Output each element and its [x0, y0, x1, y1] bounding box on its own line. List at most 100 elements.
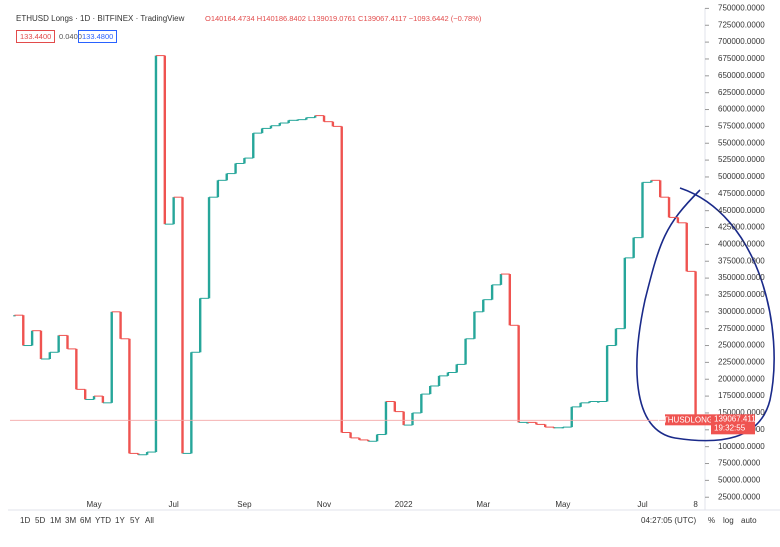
y-tick-label: 350000.0000 [718, 273, 765, 282]
y-tick-label: 400000.0000 [718, 239, 765, 248]
candle [588, 401, 591, 403]
candle [650, 180, 653, 183]
candle [428, 385, 432, 395]
range-button[interactable]: YTD [95, 516, 111, 525]
range-button[interactable]: 5Y [130, 516, 140, 525]
candle [367, 439, 370, 442]
symbol-tag [665, 414, 711, 426]
x-tick-label: Sep [237, 500, 252, 509]
candle [632, 237, 635, 258]
candle [393, 401, 397, 412]
range-button[interactable]: 1D [20, 516, 31, 525]
candle [331, 121, 335, 127]
candle [119, 311, 122, 339]
candle [490, 284, 494, 300]
candle [517, 325, 520, 423]
candle [163, 55, 167, 225]
range-button[interactable]: 6M [80, 516, 92, 525]
ohlc: O140164.4734 H140186.8402 L139019.0761 C… [205, 14, 482, 23]
candle [402, 411, 405, 426]
x-tick-label: 8 [693, 500, 698, 509]
y-tick-label: 50000.0000 [718, 475, 761, 484]
y-tick-label: 725000.0000 [718, 20, 765, 29]
range-button[interactable]: 1Y [115, 516, 125, 525]
candle [145, 452, 149, 455]
y-tick-label: 25000.0000 [718, 492, 761, 501]
y-tick-label: 375000.0000 [718, 256, 765, 265]
candle [278, 123, 282, 126]
candle [234, 163, 237, 174]
candle [305, 117, 308, 120]
candle [623, 257, 627, 329]
candle [101, 396, 105, 403]
candle [198, 298, 202, 353]
x-tick-label: May [86, 500, 101, 509]
y-tick-label: 500000.0000 [718, 172, 765, 181]
candle [384, 401, 388, 435]
y-tick-label: 625000.0000 [718, 88, 765, 97]
countdown-label: 19:32:55 [714, 423, 746, 432]
y-tick-label: 425000.0000 [718, 223, 765, 232]
candle [535, 422, 538, 425]
candle [22, 315, 25, 346]
y-tick-label: 150000.0000 [718, 408, 765, 417]
price-tag [711, 414, 755, 435]
candle [446, 372, 450, 376]
candle [313, 115, 317, 118]
y-tick-label: 225000.0000 [718, 357, 765, 366]
candle [13, 315, 16, 317]
price-box: 133.4400 [16, 30, 56, 43]
y-tick-label: 325000.0000 [718, 290, 765, 299]
scale-option[interactable]: auto [741, 516, 757, 525]
candle [526, 422, 529, 424]
y-tick-label: 675000.0000 [718, 54, 765, 63]
range-button[interactable]: 1M [50, 516, 62, 525]
candle [181, 197, 184, 454]
candle [420, 394, 423, 413]
candle [614, 328, 618, 346]
candle [216, 180, 220, 198]
price-label: 139067.4117 [714, 414, 761, 423]
candle [473, 311, 476, 339]
candle [508, 274, 512, 326]
candle [92, 396, 96, 400]
candle [154, 55, 158, 453]
candle [252, 133, 255, 159]
candle [207, 197, 211, 299]
y-tick-label: 450000.0000 [718, 206, 765, 215]
symbol-label: ETHUSDLONGS [658, 415, 719, 424]
range-button[interactable]: All [145, 516, 154, 525]
chart-title: ETHUSD Longs · 1D · BITFINEX · TradingVi… [16, 14, 185, 23]
candle [83, 389, 87, 400]
candle [358, 437, 361, 440]
candle [269, 125, 273, 129]
y-tick-label: 100000.0000 [718, 442, 765, 451]
candle [57, 335, 60, 353]
y-tick-label: 750000.0000 [718, 4, 765, 13]
scale-option[interactable]: % [708, 516, 716, 525]
candle [375, 434, 379, 442]
range-button[interactable]: 5D [35, 516, 46, 525]
y-tick-label: 275000.0000 [718, 324, 765, 333]
candle [225, 173, 228, 181]
candle [411, 412, 414, 426]
range-button[interactable]: 3M [65, 516, 77, 525]
candle [128, 338, 131, 454]
x-tick-label: Nov [317, 500, 331, 509]
candle [349, 432, 352, 438]
candle [48, 352, 52, 360]
x-tick-label: 2022 [395, 500, 413, 509]
candle [685, 222, 688, 272]
candle [597, 401, 600, 403]
y-tick-label: 250000.0000 [718, 341, 765, 350]
x-tick-label: May [555, 500, 570, 509]
candle [694, 271, 697, 421]
candle [676, 217, 680, 223]
y-tick-label: 300000.0000 [718, 307, 765, 316]
y-tick-label: 200000.0000 [718, 374, 765, 383]
candle [39, 330, 43, 360]
scale-option[interactable]: log [723, 516, 734, 525]
y-tick-label: 175000.0000 [718, 391, 765, 400]
